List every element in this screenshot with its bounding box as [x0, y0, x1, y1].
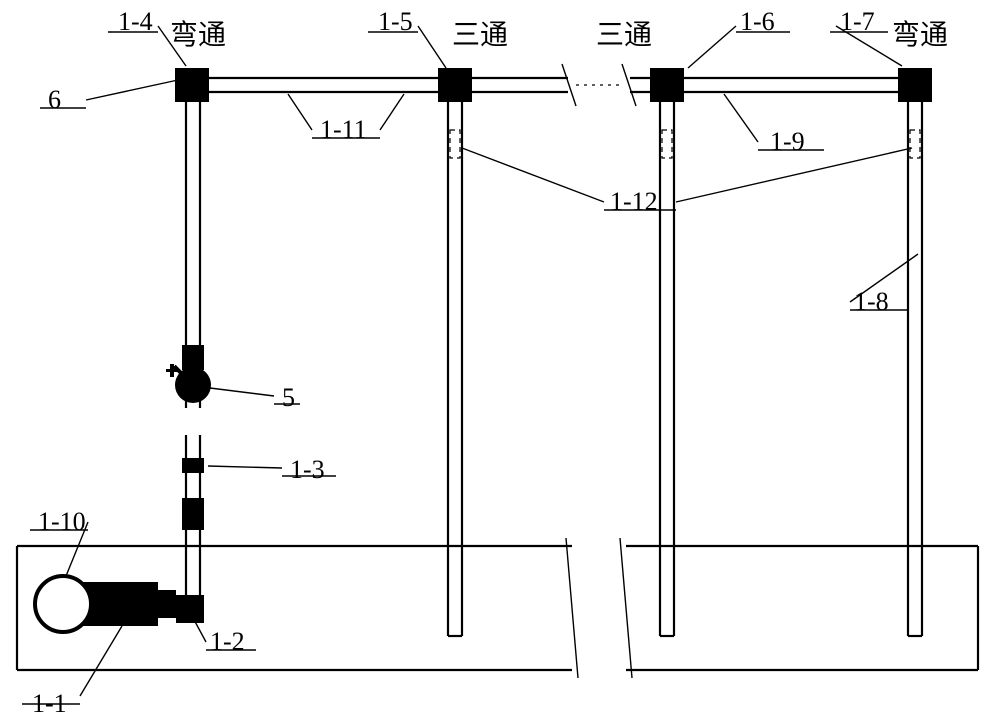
label-1-1: 1-1 [32, 689, 67, 717]
label-6: 6 [48, 85, 61, 114]
label-1-2: 1-2 [210, 627, 245, 656]
label-1-3: 1-3 [290, 455, 325, 484]
label-1-11: 1-11 [320, 115, 367, 144]
label-5: 5 [282, 383, 295, 412]
label-cn-tee-left: 三通 [452, 20, 508, 51]
label-1-6: 1-6 [740, 7, 775, 36]
label-1-4: 1-4 [118, 7, 153, 36]
label-1-10: 1-10 [38, 507, 86, 536]
label-1-9: 1-9 [770, 127, 805, 156]
label-1-8: 1-8 [854, 287, 889, 316]
label-1-7: 1-7 [840, 7, 875, 36]
label-1-12: 1-12 [610, 187, 658, 216]
piping-diagram: 1-4 1-5 1-6 1-7 弯通 三通 三通 弯通 6 1-11 1-9 1-12 1-8 5 1-3 1… [0, 0, 1000, 717]
label-cn-bend-right: 弯通 [892, 19, 948, 51]
label-1-5: 1-5 [378, 7, 413, 36]
label-cn-tee-right: 三通 [596, 20, 652, 51]
label-cn-bend-left: 弯通 [170, 19, 226, 51]
